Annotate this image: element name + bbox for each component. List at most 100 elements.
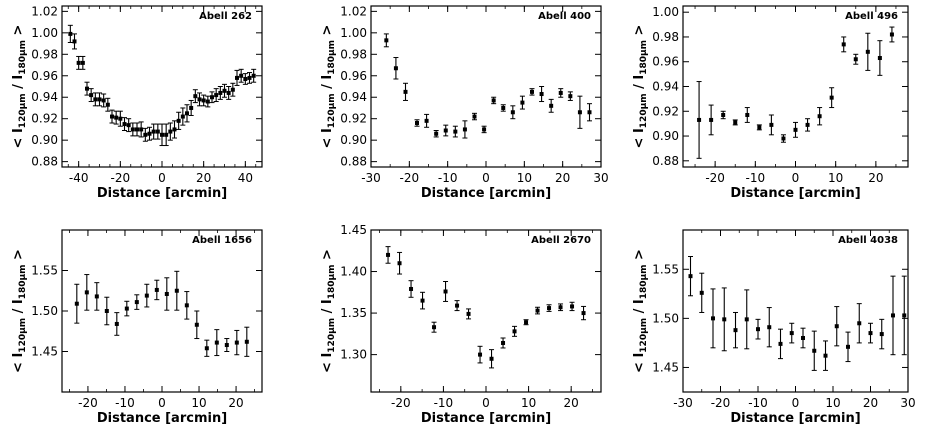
data-point xyxy=(194,322,199,327)
data-point xyxy=(184,303,189,308)
data-point xyxy=(205,99,210,104)
y-tick-label: 0.90 xyxy=(31,133,58,147)
x-tick-label: -20 xyxy=(400,171,420,185)
y-tick-label: 0.96 xyxy=(340,69,367,83)
data-point xyxy=(722,317,727,322)
data-point xyxy=(243,76,248,81)
data-point xyxy=(89,93,94,98)
y-tick-label: 1.55 xyxy=(31,264,58,278)
data-point xyxy=(193,94,198,99)
data-point xyxy=(535,308,540,313)
x-axis-label: Distance [arcmin] xyxy=(421,411,551,426)
y-tick-label: 1.00 xyxy=(31,26,58,40)
y-tick-label: 0.96 xyxy=(652,55,679,69)
y-axis-label: < I120µm / I180µm > xyxy=(632,25,649,149)
data-point xyxy=(222,88,227,93)
data-point xyxy=(122,122,127,127)
data-point xyxy=(218,90,223,95)
data-point xyxy=(778,341,783,346)
data-point xyxy=(805,122,810,127)
data-point xyxy=(767,325,772,330)
data-point xyxy=(512,329,517,334)
x-tick-label: -20 xyxy=(391,396,411,410)
data-point xyxy=(868,331,873,336)
data-point xyxy=(453,129,458,134)
data-point xyxy=(733,328,738,333)
x-tick-label: 0 xyxy=(482,171,490,185)
data-point xyxy=(244,339,249,344)
data-point xyxy=(829,95,834,100)
y-axis-label: < I120µm / I180µm > xyxy=(320,25,337,149)
plot-frame xyxy=(682,229,909,393)
data-point xyxy=(501,105,506,110)
y-tick-label: 0.90 xyxy=(340,133,367,147)
data-point xyxy=(85,86,89,91)
data-point xyxy=(834,324,839,329)
ylab-part: > xyxy=(320,25,335,40)
y-tick-label: 1.45 xyxy=(652,360,679,374)
data-point xyxy=(793,127,798,132)
data-point xyxy=(841,42,846,47)
y-tick-label: 0.90 xyxy=(652,129,679,143)
data-point xyxy=(745,112,750,117)
data-point xyxy=(568,94,573,99)
data-point xyxy=(144,293,149,298)
data-point xyxy=(105,102,110,107)
panel-5: -30 -20 -10 0 10 20 30 1.45 1.50 1.55 Abell 4038 Di… xyxy=(632,229,916,426)
data-point xyxy=(744,317,749,322)
x-tick-label: 30 xyxy=(900,396,915,410)
ylab-sub: 120µm xyxy=(327,93,337,128)
x-tick-label: 10 xyxy=(828,171,843,185)
data-point xyxy=(530,89,534,94)
data-point xyxy=(93,97,98,102)
plot-frame xyxy=(682,5,909,168)
panel-title: Abell 4038 xyxy=(838,235,898,246)
x-tick-label: -10 xyxy=(746,171,766,185)
x-axis-label: Distance [arcmin] xyxy=(97,186,227,201)
y-axis-label: < I120µm / I180µm > xyxy=(632,249,649,373)
y-tick-label: 1.45 xyxy=(31,345,58,359)
ylab-part: / I xyxy=(632,75,647,94)
data-point xyxy=(147,131,152,136)
plot-frame xyxy=(370,229,602,393)
data-point xyxy=(197,97,202,102)
ylab-sub: 120µm xyxy=(327,318,337,353)
ylab-sub: 180µm xyxy=(327,40,337,75)
data-point xyxy=(420,298,425,303)
y-tick-label: 0.96 xyxy=(31,69,58,83)
panel-3: -20 -10 0 10 20 1.45 1.50 1.55 Abell 1656 Distanc… xyxy=(11,229,263,426)
data-point xyxy=(424,118,429,123)
x-tick-label: 20 xyxy=(564,396,579,410)
data-point xyxy=(155,129,160,134)
y-tick-label: 1.55 xyxy=(652,262,679,276)
y-tick-label: 0.98 xyxy=(652,30,679,44)
x-tick-label: 0 xyxy=(482,396,490,410)
data-point xyxy=(230,87,235,92)
x-tick-label: -20 xyxy=(705,171,725,185)
data-point xyxy=(587,110,592,115)
y-axis-label: < I120µm / I180µm > xyxy=(320,249,337,373)
data-point xyxy=(781,136,786,141)
data-point xyxy=(174,288,179,293)
x-tick-label: -20 xyxy=(111,171,131,185)
data-point xyxy=(510,110,515,115)
x-tick-label: -20 xyxy=(78,396,98,410)
ylab-part: > xyxy=(320,249,335,264)
x-tick-label: 0 xyxy=(158,396,166,410)
data-point xyxy=(403,89,408,94)
data-point xyxy=(466,311,471,316)
plot-frame xyxy=(61,229,263,393)
data-point xyxy=(857,321,862,326)
ylab-part: / I xyxy=(320,75,335,94)
panel-2: -20 -10 0 10 20 0.88 0.90 0.92 0.94 0.96 0.98 1.00 A… xyxy=(632,5,909,201)
data-point xyxy=(699,290,704,295)
data-point xyxy=(84,290,89,295)
data-point xyxy=(547,306,552,311)
data-point xyxy=(409,286,414,291)
y-tick-label: 0.92 xyxy=(340,112,367,126)
panel-4: -20 -10 0 10 20 1.30 1.35 1.40 1.45 Abell 2670 Dis… xyxy=(320,223,602,426)
y-axis-label: < I120µm / I180µm > xyxy=(11,249,28,373)
y-tick-label: 1.50 xyxy=(31,304,58,318)
data-point xyxy=(134,300,139,305)
data-point xyxy=(721,112,726,117)
